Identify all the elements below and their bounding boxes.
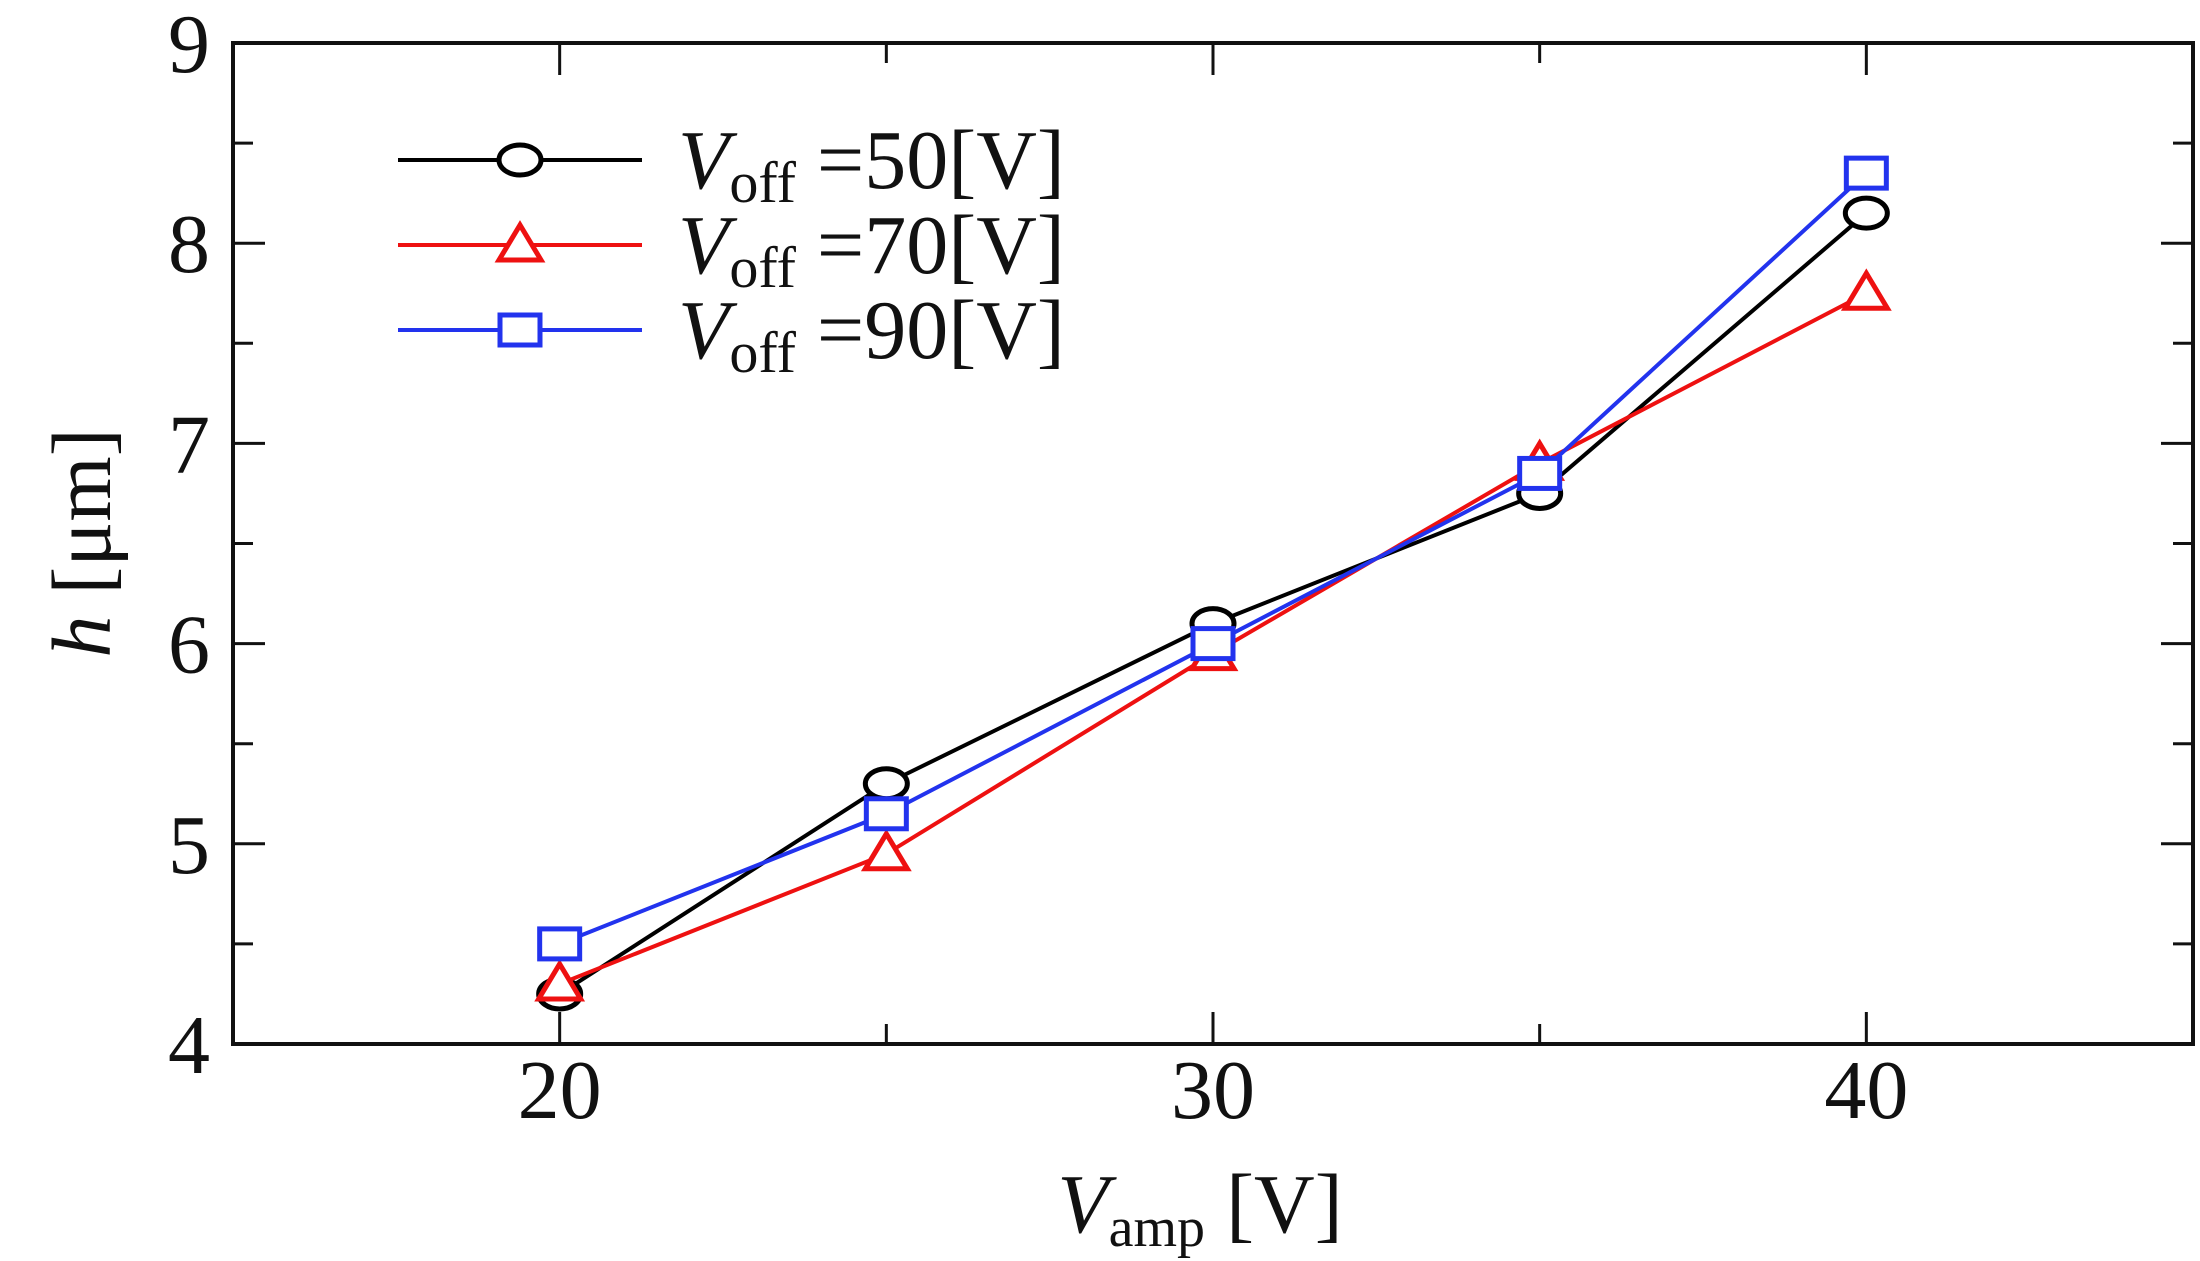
data-point-square: [863, 796, 909, 832]
y-tick-label: 5: [168, 799, 210, 892]
series-square: [537, 155, 1889, 962]
data-point-circle: [1842, 195, 1890, 231]
legend-label: Voff =70[V]: [678, 199, 1065, 300]
series-layer: [534, 155, 1892, 1012]
legend: Voff =50[V]Voff =70[V]Voff =90[V]: [398, 114, 1065, 385]
y-axis-unit: [μm]: [36, 428, 129, 615]
legend-value: =50[V]: [796, 114, 1065, 207]
plot-frame: [231, 41, 2195, 1046]
x-axis-subscript: amp: [1109, 1197, 1205, 1259]
data-point-triangle: [534, 959, 586, 1002]
axis-ticks: [233, 41, 2193, 1046]
y-tick-label: 9: [168, 0, 210, 91]
legend-subscript: off: [729, 320, 796, 385]
axis-tick-labels: 20 30 40 4 5 6 7 8 9: [168, 0, 1908, 1137]
x-tick-label: 30: [1171, 1044, 1255, 1137]
legend-marker-triangle: [494, 220, 546, 263]
legend-symbol: V: [678, 199, 738, 292]
data-point-triangle: [860, 828, 912, 872]
data-point-square: [1517, 455, 1563, 491]
y-tick-label: 4: [168, 999, 210, 1092]
data-point-square: [1843, 155, 1889, 191]
y-axis-title: h [μm]: [36, 428, 129, 657]
y-tick-label: 6: [168, 599, 210, 692]
y-axis-symbol: h: [36, 616, 129, 658]
legend-label: Voff =90[V]: [678, 284, 1065, 385]
x-axis-unit: [V]: [1205, 1158, 1343, 1251]
legend-symbol: V: [678, 284, 738, 377]
legend-subscript: off: [729, 150, 796, 215]
x-tick-label: 20: [518, 1044, 602, 1137]
legend-marker-square: [497, 312, 543, 348]
legend-value: =90[V]: [796, 284, 1065, 377]
legend-subscript: off: [729, 235, 796, 300]
data-point-triangle: [1840, 268, 1892, 311]
legend-item: Voff =50[V]: [398, 114, 1065, 215]
data-point-circle: [862, 766, 910, 802]
legend-item: Voff =90[V]: [398, 284, 1065, 385]
legend-symbol: V: [678, 114, 738, 207]
x-axis-title: Vamp [V]: [1057, 1158, 1342, 1259]
legend-value: =70[V]: [796, 199, 1065, 292]
y-tick-label: 7: [168, 398, 210, 491]
y-tick-label: 8: [168, 198, 210, 291]
legend-item: Voff =70[V]: [398, 199, 1065, 300]
x-axis-symbol: V: [1057, 1158, 1117, 1251]
x-tick-label: 40: [1824, 1044, 1908, 1137]
legend-marker-circle: [496, 142, 544, 178]
data-point-square: [1190, 626, 1236, 662]
data-point-square: [537, 926, 583, 962]
legend-label: Voff =50[V]: [678, 114, 1065, 215]
